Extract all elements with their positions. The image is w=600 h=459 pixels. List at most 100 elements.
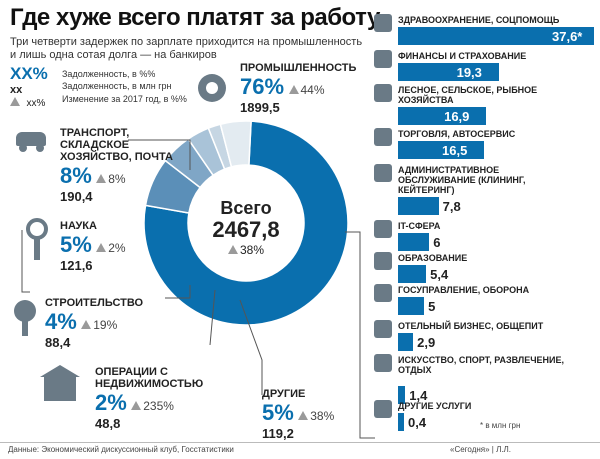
slice-share: 5% bbox=[60, 232, 92, 257]
category-icon bbox=[374, 50, 392, 68]
slice-share: 8% bbox=[60, 163, 92, 188]
bar-value: 6 bbox=[433, 235, 441, 250]
slice-amount: 48,8 bbox=[95, 416, 121, 431]
footer-credit: «Сегодня» | Л.Л. bbox=[450, 445, 512, 454]
bar-row: ФИНАНСЫ И СТРАХОВАНИЕ 19,3 bbox=[374, 50, 596, 83]
bar-label: ДРУГИЕ УСЛУГИ bbox=[398, 401, 472, 411]
bar-row: ТОРГОВЛЯ, АВТОСЕРВИС 16,5 bbox=[374, 128, 596, 161]
bar-value: 2,9 bbox=[417, 335, 436, 350]
category-icon bbox=[374, 84, 392, 102]
leader-line-science bbox=[21, 230, 30, 293]
slice-amount: 88,4 bbox=[45, 335, 71, 350]
slice-share: 76% bbox=[240, 74, 285, 99]
bar-row: ОБРАЗОВАНИЕ 5,4 bbox=[374, 252, 596, 285]
bar-value: 0,4 bbox=[408, 415, 427, 430]
bar-row: ИСКУССТВО, СПОРТ, РАЗВЛЕЧЕНИЕ, ОТДЫХ 1,4 bbox=[374, 354, 596, 406]
gear-icon bbox=[198, 74, 226, 102]
bar-label: ЛЕСНОЕ, СЕЛЬСКОЕ, РЫБНОЕ ХОЗЯЙСТВА bbox=[398, 85, 538, 105]
center-label: Всего bbox=[220, 198, 272, 218]
bar-value: 7,8 bbox=[442, 199, 461, 214]
legend-change-symbol: хх% bbox=[26, 98, 46, 109]
legend-change-text: Изменение за 2017 год, в %% bbox=[62, 94, 187, 104]
bar bbox=[398, 386, 406, 404]
slice-change: 38% bbox=[310, 409, 335, 423]
slice-change: 44% bbox=[300, 83, 325, 97]
slice-label: НАУКА bbox=[60, 220, 97, 232]
bar-value: 5 bbox=[428, 299, 436, 314]
page-subtitle: Три четверти задержек по зарплате приход… bbox=[10, 36, 363, 61]
change-icon bbox=[96, 243, 107, 252]
callout-industry: ПРОМЫШЛЕННОСТЬ 76% 44% 1899,5 bbox=[240, 62, 356, 115]
legend-share-text: Задолженность, в %% bbox=[62, 69, 156, 79]
slice-change: 2% bbox=[108, 241, 126, 255]
slice-change: 8% bbox=[108, 172, 126, 186]
center-total: 2467,8 bbox=[212, 217, 280, 242]
bar-value: 5,4 bbox=[430, 267, 449, 282]
callout-realestate: ОПЕРАЦИИ С НЕДВИЖИМОСТЬЮ 2% 235% 48,8 bbox=[95, 366, 235, 431]
slice-label: СТРОИТЕЛЬСТВО bbox=[45, 297, 144, 309]
leader-line-construction bbox=[165, 285, 191, 299]
bar-label: ФИНАНСЫ И СТРАХОВАНИЕ bbox=[398, 51, 527, 61]
building-icon bbox=[40, 365, 80, 401]
bar-label: ГОСУПРАВЛЕНИЕ, ОБОРОНА bbox=[398, 285, 530, 295]
category-icon bbox=[374, 252, 392, 270]
category-icon bbox=[374, 400, 392, 418]
category-icon bbox=[374, 284, 392, 302]
bar-value: 16,9 bbox=[444, 109, 470, 124]
slice-amount: 190,4 bbox=[60, 189, 93, 204]
donut-hole bbox=[188, 165, 304, 281]
bar bbox=[398, 27, 594, 45]
slice-change: 235% bbox=[143, 399, 174, 413]
change-icon bbox=[81, 320, 92, 329]
bar bbox=[398, 333, 414, 351]
bar-row: ДРУГИЕ УСЛУГИ 0,4 bbox=[374, 400, 596, 433]
slice-label: ТРАНСПОРТ, СКЛАДСКОЕ ХОЗЯЙСТВО, ПОЧТА bbox=[60, 127, 173, 163]
bar-value: 19,3 bbox=[456, 65, 482, 80]
slice-label: ДРУГИЕ bbox=[262, 388, 306, 400]
change-icon bbox=[131, 401, 142, 410]
change-icon bbox=[96, 174, 107, 183]
category-icon bbox=[374, 128, 392, 146]
bar bbox=[398, 233, 430, 251]
change-icon bbox=[288, 85, 299, 94]
bar bbox=[398, 265, 427, 283]
bar-row: АДМИНИСТРАТИВНОЕ ОБСЛУЖИВАНИЕ (КЛИНИНГ, … bbox=[374, 164, 596, 217]
bar-value: 37,6* bbox=[552, 29, 583, 44]
slice-share: 4% bbox=[45, 309, 77, 334]
slice-share: 5% bbox=[262, 400, 294, 425]
category-icon bbox=[374, 320, 392, 338]
slice-amount: 1899,5 bbox=[240, 100, 280, 115]
leader-line-transport bbox=[128, 139, 191, 170]
bar-value: 16,5 bbox=[442, 143, 468, 158]
category-icon bbox=[374, 14, 392, 32]
leader-line-services bbox=[345, 231, 375, 439]
slice-label: ПРОМЫШЛЕННОСТЬ bbox=[240, 62, 357, 74]
bar bbox=[398, 413, 404, 431]
slice-amount: 119,2 bbox=[262, 426, 294, 441]
change-icon bbox=[298, 411, 309, 420]
bar bbox=[398, 107, 487, 125]
bar-row: ЗДРАВООХРАНЕНИЕ, СОЦПОМОЩЬ 37,6* bbox=[374, 14, 596, 47]
unit-note: * в млн грн bbox=[480, 421, 521, 430]
bar bbox=[398, 297, 425, 315]
bar-label: ТОРГОВЛЯ, АВТОСЕРВИС bbox=[398, 129, 516, 139]
key-icon bbox=[14, 300, 44, 336]
bar-row: ОТЕЛЬНЫЙ БИЗНЕС, ОБЩЕПИТ 2,9 bbox=[374, 320, 596, 353]
bar-label: ОТЕЛЬНЫЙ БИЗНЕС, ОБЩЕПИТ bbox=[398, 321, 544, 331]
legend-triangle-icon bbox=[10, 97, 20, 106]
legend-amount-symbol: хх bbox=[10, 84, 23, 96]
bar-label: IT-СФЕРА bbox=[398, 221, 441, 231]
category-icon bbox=[374, 220, 392, 238]
bar-row: IT-СФЕРА 6 bbox=[374, 220, 596, 253]
bar-value: 1,4 bbox=[409, 388, 428, 403]
callout-transport: ТРАНСПОРТ, СКЛАДСКОЕ ХОЗЯЙСТВО, ПОЧТА 8%… bbox=[60, 127, 180, 204]
legend: XX% Задолженность, в %% хх Задолженность… bbox=[10, 64, 190, 109]
legend-share-symbol: XX% bbox=[10, 64, 48, 83]
bar bbox=[398, 63, 499, 81]
bar-label: АДМИНИСТРАТИВНОЕ ОБСЛУЖИВАНИЕ (КЛИНИНГ, … bbox=[398, 165, 526, 195]
callout-construction: СТРОИТЕЛЬСТВО 4% 19% 88,4 bbox=[45, 297, 143, 350]
bar-label: ОБРАЗОВАНИЕ bbox=[398, 253, 468, 263]
legend-amount-text: Задолженность, в млн грн bbox=[62, 81, 172, 91]
leader-line-other bbox=[239, 299, 263, 395]
center-change-icon bbox=[227, 245, 238, 254]
